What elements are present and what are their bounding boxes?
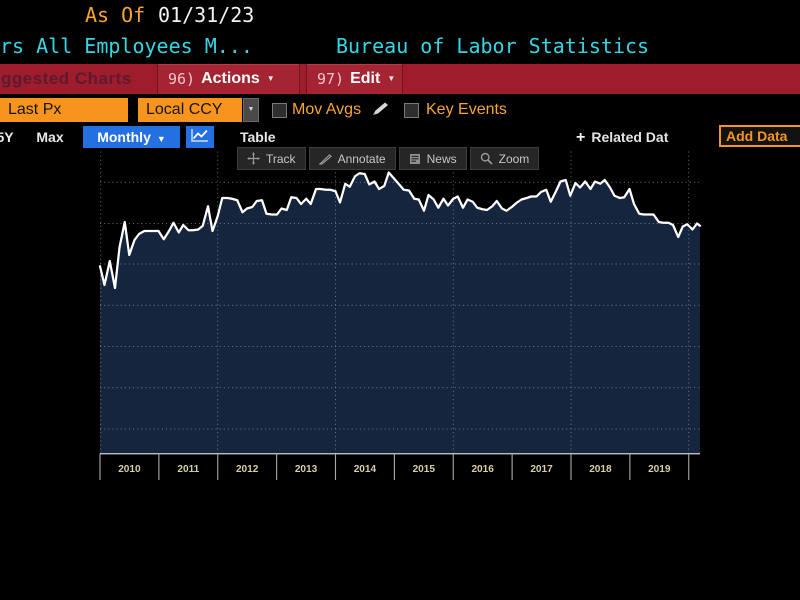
period-row: 5Y Max Monthly ▼ Table + Related Dat Add D… [0, 125, 800, 150]
year-tick-label: 2017 [530, 464, 553, 475]
related-data-button[interactable]: + Related Dat [576, 126, 668, 148]
year-tick-label: 2010 [118, 464, 141, 475]
key-events-checkbox[interactable] [404, 103, 419, 118]
mov-avgs-label[interactable]: Mov Avgs [292, 101, 362, 118]
as-of-label: As Of [85, 3, 146, 27]
year-tick-label: 2019 [648, 464, 671, 475]
actions-button[interactable]: 96) Actions ▼ [157, 64, 300, 94]
chevron-down-icon: ▼ [266, 74, 275, 83]
chart-area[interactable]: 2010 2011 2012 2013 2014 2015 2016 2017 2018 2019 [0, 150, 800, 600]
year-tick-label: 2011 [177, 464, 199, 475]
price-chart-svg[interactable]: 2010 2011 2012 2013 2014 2015 2016 2017 2018 2019 [0, 150, 800, 600]
gridlines [100, 151, 700, 454]
year-tick-label: 2015 [413, 464, 436, 475]
chevron-down-icon: ▼ [247, 106, 255, 113]
suggested-charts-label[interactable]: ggested Charts [1, 69, 132, 88]
edit-button[interactable]: 97) Edit ▼ [306, 64, 403, 94]
price-field-input[interactable]: Last Px [0, 98, 128, 122]
edit-label: Edit [350, 70, 381, 87]
as-of-date: 01/31/23 [158, 3, 255, 27]
zoom-button[interactable]: Zoom [469, 147, 540, 170]
currency-field-input[interactable]: Local CCY [138, 98, 242, 122]
source-title: Bureau of Labor Statistics [336, 34, 650, 58]
frequency-label: Monthly [97, 129, 151, 145]
chart-type-button[interactable] [186, 126, 214, 148]
related-data-label: Related Dat [591, 129, 669, 145]
news-button[interactable]: News [398, 147, 467, 170]
frequency-dropdown[interactable]: Monthly ▼ [83, 126, 180, 148]
actions-key-number: 96) [168, 70, 196, 88]
range-max-button[interactable]: Max [36, 129, 64, 145]
year-tick-label: 2018 [589, 464, 612, 475]
area-fill [100, 172, 700, 454]
mov-avgs-checkbox[interactable] [272, 103, 287, 118]
key-events-label[interactable]: Key Events [426, 101, 507, 118]
pencil-icon[interactable] [372, 101, 390, 121]
year-tick-label: 2012 [236, 464, 259, 475]
news-icon [409, 153, 421, 165]
year-tick-label: 2014 [354, 464, 377, 475]
year-tick-label: 2013 [295, 464, 318, 475]
actions-label: Actions [201, 70, 260, 87]
news-label: News [426, 151, 457, 166]
chart-toolbar: Track Annotate News Zoom [237, 147, 540, 170]
menu-bar: ggested Charts 96) Actions ▼ 97) Edit ▼ [0, 64, 800, 94]
zoom-label: Zoom [498, 151, 530, 166]
annotate-pencil-icon [318, 153, 332, 165]
edit-key-number: 97) [317, 70, 345, 88]
field-row: Last Px Local CCY ▼ Mov Avgs Key Events [0, 94, 800, 125]
annotate-button[interactable]: Annotate [308, 147, 396, 170]
table-button[interactable]: Table [240, 129, 276, 145]
currency-dropdown-button[interactable]: ▼ [243, 98, 259, 122]
crosshair-icon [247, 152, 260, 165]
track-button[interactable]: Track [237, 147, 306, 170]
year-tick-label: 2016 [471, 464, 494, 475]
line-chart-icon [191, 126, 209, 148]
plus-icon: + [576, 129, 586, 146]
track-label: Track [266, 151, 296, 166]
chevron-down-icon: ▼ [387, 74, 396, 83]
add-data-button[interactable]: Add Data [719, 125, 800, 147]
annotate-label: Annotate [337, 151, 386, 166]
x-axis: 2010 2011 2012 2013 2014 2015 2016 2017 2018 2019 [99, 453, 700, 480]
security-title: rs All Employees M... [0, 34, 253, 58]
range-5y-button[interactable]: 5Y [0, 129, 14, 145]
magnifier-icon [480, 152, 493, 165]
as-of-row: As Of 01/31/23 [0, 0, 800, 30]
chevron-down-icon: ▼ [156, 134, 166, 144]
price-line-series [98, 171, 702, 290]
title-row: rs All Employees M... Bureau of Labor St… [0, 30, 800, 64]
